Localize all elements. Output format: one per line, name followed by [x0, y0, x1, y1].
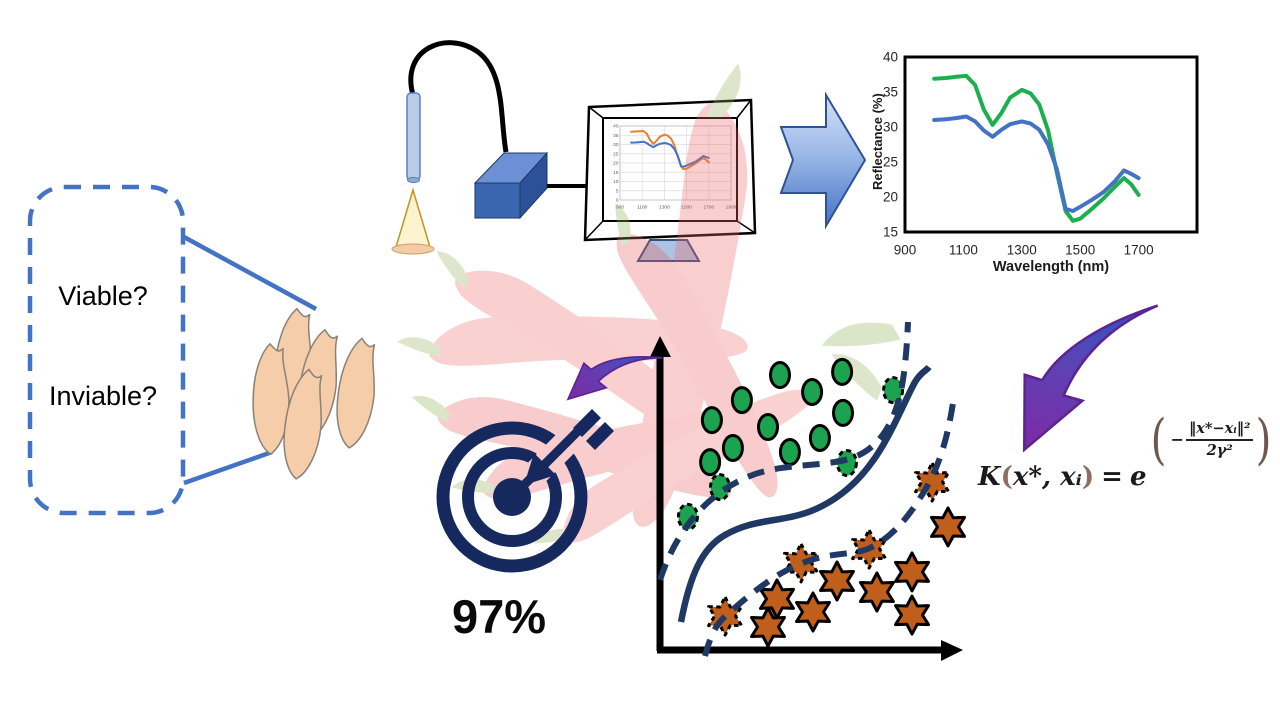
spectra-plot-ytick: 25	[883, 155, 898, 170]
svm-x-axis-arrowhead	[941, 640, 963, 661]
formula-exponent: ( − ‖x*−xᵢ‖² 2γ² )	[1148, 408, 1275, 471]
mini-plot-ytick: 10	[613, 179, 619, 185]
formula-args: x*, xᵢ	[1012, 461, 1082, 492]
ellipse-point	[808, 423, 831, 452]
right-block-arrow-icon	[779, 91, 867, 230]
mini-plot-ytick: 20	[613, 161, 619, 167]
margin-upper	[657, 321, 911, 581]
ellipse-point	[699, 448, 722, 477]
spectra-plot-ytick: 15	[883, 225, 898, 240]
dart-fletching-2	[586, 422, 614, 450]
ellipse-point	[831, 357, 854, 386]
svm-y-axis-arrowhead	[650, 336, 671, 357]
spectra-plot-xtick: 900	[894, 243, 917, 258]
spectrometer-box-front	[474, 182, 521, 219]
spectra-plot-series-1	[932, 114, 1141, 213]
inviable-question-label: Inviable?	[48, 381, 158, 411]
mini-plot-xtick: 1300	[659, 204, 670, 210]
star-point	[894, 551, 930, 593]
ellipse-point	[730, 386, 753, 415]
formula-numerator: ‖x*−xᵢ‖²	[1186, 420, 1254, 442]
mini-plot-xtick: 1100	[637, 204, 648, 210]
formula-equals: =	[1101, 461, 1123, 492]
ellipse-point	[801, 377, 824, 406]
formula-base-e: e	[1129, 461, 1147, 492]
decision-boundary	[677, 364, 932, 623]
star-point	[894, 594, 930, 636]
fiber-cable	[408, 40, 509, 153]
star-point	[750, 606, 786, 648]
ellipse-point	[721, 433, 744, 462]
mini-plot-ytick: 5	[616, 188, 619, 194]
support-vector-star	[707, 595, 744, 637]
target-middle-ring	[462, 447, 562, 547]
mini-plot-ytick: 25	[613, 151, 619, 157]
ellipse-point	[757, 413, 779, 442]
mini-plot-ytick: 15	[613, 170, 619, 176]
formula-big-open-paren: (	[1150, 408, 1166, 471]
mini-plot-ytick: 40	[613, 124, 619, 130]
mini-plot-ytick: 0	[616, 198, 619, 204]
ellipse-point	[700, 406, 723, 435]
light-cone-icon	[394, 187, 432, 248]
formula-denominator: 2γ²	[1206, 442, 1233, 460]
support-vector-star	[783, 542, 819, 584]
dart-head	[524, 453, 556, 485]
accuracy-value: 97%	[452, 590, 547, 643]
spectra-plot-ytick: 30	[883, 120, 898, 135]
spectra-plot-ytick: 40	[883, 50, 898, 65]
question-box-border	[27, 184, 186, 516]
formula-open-paren: (	[1000, 461, 1013, 492]
viable-question-label: Viable?	[58, 281, 148, 311]
dart-fletching-1	[573, 409, 601, 437]
spectra-plot-ytick: 20	[883, 190, 898, 205]
spectra-chart: Reflectance (%) Wavelength (nm) 15 20 25 30…	[870, 50, 1199, 275]
formula-k: K	[978, 461, 1001, 492]
support-vector-ellipse	[882, 376, 905, 405]
connector-line-top	[182, 235, 318, 311]
star-point	[930, 506, 966, 548]
support-vector-star	[914, 461, 951, 503]
connector-line-bottom	[183, 449, 273, 486]
svm-data-points	[676, 357, 966, 648]
spectra-plot-xtick: 1500	[1065, 243, 1095, 258]
spectra-plot-xtick: 1100	[949, 243, 978, 258]
probe-tip	[407, 176, 420, 184]
target-accuracy-icon	[436, 409, 614, 573]
sample-spot	[391, 243, 435, 255]
formula-minus: −	[1170, 430, 1184, 450]
spectra-plot-ytick: 35	[883, 85, 898, 100]
formula-big-close-paren: )	[1255, 408, 1272, 471]
spectra-plot-xtick: 1300	[1007, 243, 1037, 258]
x-axis-title: Wavelength (nm)	[993, 259, 1109, 275]
rbf-kernel-formula: K(x*, xᵢ) = e ( − ‖x*−xᵢ‖² 2γ² )	[978, 413, 1274, 492]
star-point	[795, 591, 831, 633]
spectra-plot-series-0	[932, 73, 1141, 223]
formula-fraction: ‖x*−xᵢ‖² 2γ²	[1186, 420, 1254, 460]
svm-plot	[650, 321, 966, 661]
y-axis-title: Reflectance (%)	[870, 93, 885, 190]
svm-curves	[657, 321, 956, 657]
spectra-plot-xtick: 1700	[1124, 243, 1154, 258]
question-box	[27, 184, 318, 516]
ellipse-point	[778, 438, 801, 467]
formula-close-paren: )	[1081, 461, 1095, 492]
mini-plot-ytick: 35	[613, 133, 619, 139]
spectra-plot-frame	[903, 55, 1199, 234]
ellipse-point	[832, 398, 854, 427]
ellipse-point	[769, 361, 791, 390]
mini-plot-ytick: 30	[613, 142, 619, 148]
target-outer-ring	[436, 421, 588, 573]
star-point	[858, 571, 895, 613]
spectrometer-setup	[391, 40, 590, 255]
star-point	[819, 560, 855, 602]
probe-icon	[406, 92, 421, 181]
